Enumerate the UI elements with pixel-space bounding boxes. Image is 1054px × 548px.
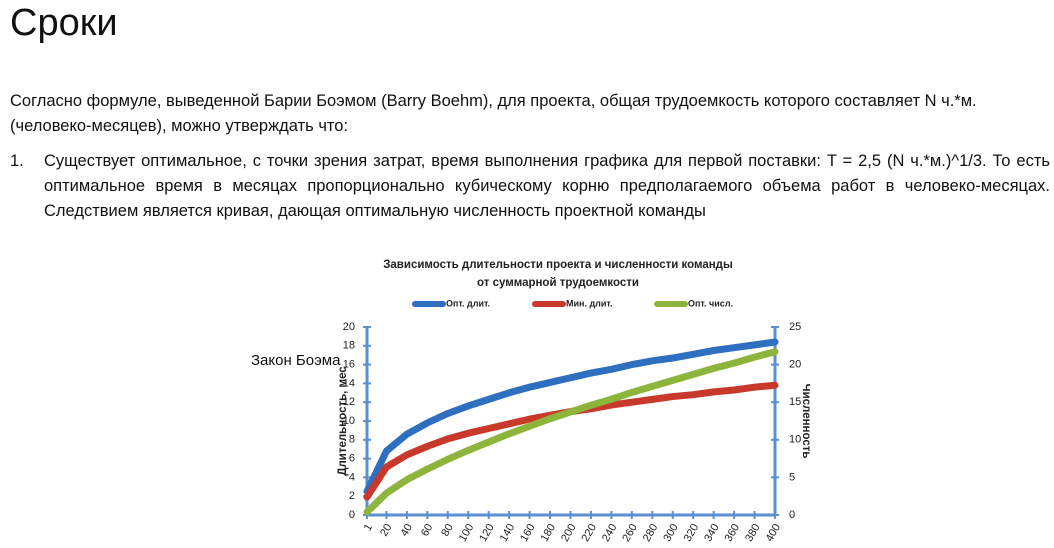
y-tick-label: 4 [349,471,355,483]
chart-subtitle: от суммарной трудоемкости [477,277,639,289]
y2-tick-label: 15 [789,396,801,408]
x-tick-label: 360 [723,522,743,544]
x-tick-label: 340 [702,522,722,544]
x-tick-label: 260 [620,522,640,544]
y-tick-label: 14 [343,377,355,389]
y2-tick-label: 25 [789,321,801,333]
chart: Зависимость длительности проекта и числе… [337,259,810,544]
y-tick-label: 10 [343,415,355,427]
x-tick-label: 1 [362,522,375,533]
x-tick-label: 240 [600,522,620,544]
x-tick-label: 320 [682,522,702,544]
x-tick-label: 220 [579,522,599,544]
legend-label: Опт. числ. [688,298,733,308]
x-tick-label: 160 [518,522,538,544]
y-tick-label: 0 [349,509,355,521]
y2-axis-label: Численность [800,384,810,459]
x-tick-label: 140 [498,522,518,544]
y-tick-label: 6 [349,453,355,465]
y-tick-label: 20 [343,321,355,333]
title: Сроки [10,2,118,44]
y-axis-label: Длительность, мес [337,366,349,476]
series-line [363,348,779,516]
y2-tick-label: 5 [789,471,795,483]
x-tick-label: 400 [764,522,784,544]
x-tick-label: 300 [661,522,681,544]
chart-title: Зависимость длительности проекта и числе… [383,259,733,271]
list-text: Существует оптимальное, с точки зрения з… [44,152,1050,220]
x-tick-label: 60 [419,522,436,539]
caption: Закон Боэма [251,352,341,369]
list-number: 1. [10,152,24,170]
x-tick-label: 20 [378,522,395,539]
x-tick-label: 100 [457,522,477,544]
y-tick-label: 12 [343,396,355,408]
y2-tick-label: 0 [789,509,795,521]
y2-tick-label: 20 [789,359,801,371]
intro: Согласно формуле, выведенной Барии Боэмо… [10,92,977,135]
y-tick-label: 8 [349,434,355,446]
y-tick-label: 16 [343,359,355,371]
legend-label: Опт. длит. [446,298,490,308]
x-tick-label: 120 [477,522,497,544]
x-tick-label: 380 [743,522,763,544]
series-line [363,381,779,501]
x-tick-label: 180 [539,522,559,544]
x-tick-label: 40 [398,522,415,539]
y2-tick-label: 10 [789,434,801,446]
series-line [363,338,779,495]
x-tick-label: 80 [439,522,456,539]
legend-label: Мин. длит. [566,298,613,308]
list-item: 1. Существует оптимальное, с точки зрени… [10,149,1050,224]
x-tick-label: 280 [641,522,661,544]
x-tick-label: 200 [559,522,579,544]
y-tick-label: 2 [349,490,355,502]
y-tick-label: 18 [343,340,355,352]
